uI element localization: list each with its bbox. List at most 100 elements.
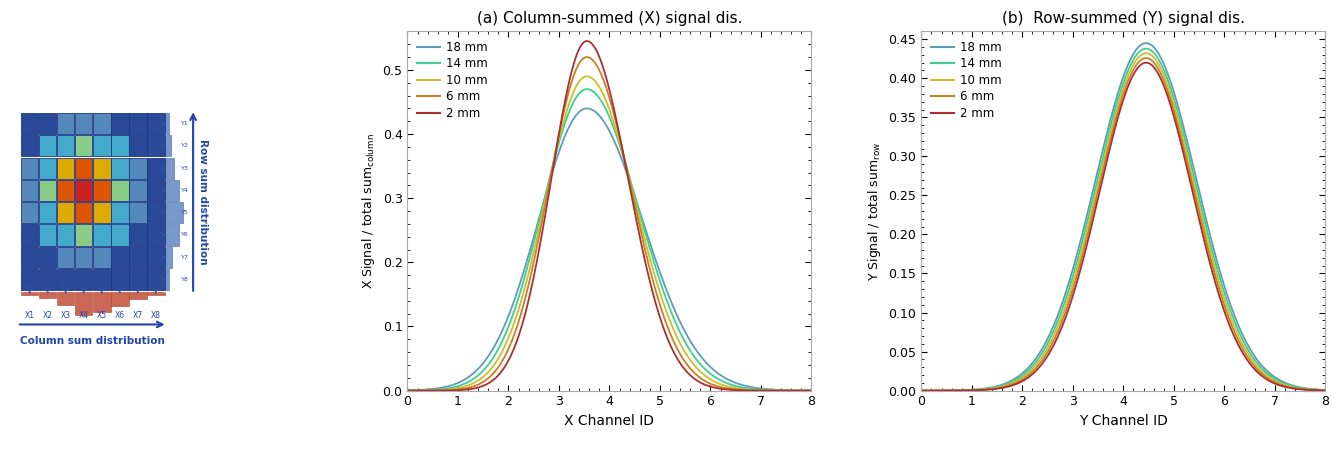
Bar	[148, 158, 165, 179]
Bar	[57, 247, 75, 268]
Title: (a) Column-summed (X) signal dis.: (a) Column-summed (X) signal dis.	[477, 11, 742, 26]
Bar	[93, 269, 111, 290]
Bar	[76, 269, 92, 290]
Bar	[39, 135, 56, 156]
Bar	[39, 292, 56, 298]
Bar	[76, 202, 92, 223]
Bar	[148, 135, 165, 156]
Bar	[93, 158, 111, 179]
Text: Y6: Y6	[181, 233, 189, 238]
Bar	[76, 135, 92, 156]
Bar	[57, 202, 75, 223]
Bar	[21, 135, 39, 156]
Text: Y7: Y7	[181, 255, 189, 260]
Bar	[76, 158, 92, 179]
Bar	[39, 113, 56, 134]
Bar	[112, 269, 129, 290]
Bar	[39, 180, 56, 201]
Bar	[166, 247, 172, 268]
Bar	[39, 247, 56, 268]
Bar	[57, 135, 75, 156]
Bar	[112, 247, 129, 268]
Bar	[76, 292, 92, 316]
Text: Y5: Y5	[181, 210, 189, 215]
Title: (b)  Row-summed (Y) signal dis.: (b) Row-summed (Y) signal dis.	[1002, 11, 1245, 26]
Bar	[129, 113, 147, 134]
Bar	[166, 113, 169, 134]
Bar	[129, 180, 147, 201]
Bar	[76, 113, 92, 134]
Bar	[39, 224, 56, 246]
Bar	[129, 247, 147, 268]
Bar	[21, 202, 39, 223]
Bar	[148, 247, 165, 268]
X-axis label: X Channel ID: X Channel ID	[565, 414, 654, 428]
Text: X8: X8	[151, 311, 161, 320]
Bar	[129, 269, 147, 290]
Bar	[148, 224, 165, 246]
Bar	[166, 135, 170, 156]
Bar	[57, 269, 75, 290]
Bar	[148, 269, 165, 290]
Bar	[129, 224, 147, 246]
Bar	[39, 269, 56, 290]
Bar	[148, 292, 165, 295]
Bar	[21, 292, 39, 295]
Bar	[129, 202, 147, 223]
Legend: 18 mm, 14 mm, 10 mm, 6 mm, 2 mm: 18 mm, 14 mm, 10 mm, 6 mm, 2 mm	[927, 37, 1006, 123]
Bar	[21, 247, 39, 268]
Bar	[93, 113, 111, 134]
Bar	[93, 224, 111, 246]
Text: Y1: Y1	[181, 121, 189, 126]
Text: X2: X2	[43, 311, 53, 320]
Text: X3: X3	[61, 311, 71, 320]
Text: X4: X4	[79, 311, 89, 320]
Bar	[166, 180, 178, 201]
Bar	[112, 224, 129, 246]
Text: X5: X5	[97, 311, 107, 320]
Bar	[148, 113, 165, 134]
Text: Y8: Y8	[181, 277, 189, 282]
Bar	[129, 292, 147, 299]
Bar	[93, 135, 111, 156]
Bar	[166, 269, 169, 290]
Bar	[129, 158, 147, 179]
Text: Row sum distribution: Row sum distribution	[198, 139, 208, 264]
Text: X7: X7	[133, 311, 143, 320]
Bar	[93, 292, 111, 312]
Bar	[21, 269, 39, 290]
Bar	[112, 202, 129, 223]
Bar	[76, 180, 92, 201]
Text: X1: X1	[25, 311, 35, 320]
Bar	[166, 224, 180, 246]
Bar	[148, 180, 165, 201]
Bar	[21, 224, 39, 246]
Bar	[112, 113, 129, 134]
Bar	[57, 113, 75, 134]
Y-axis label: X Signal / total sum$_\mathregular{column}$: X Signal / total sum$_\mathregular{colum…	[360, 133, 377, 289]
Text: Column sum distribution: Column sum distribution	[20, 336, 165, 346]
Bar	[39, 158, 56, 179]
Bar	[21, 158, 39, 179]
Bar	[148, 202, 165, 223]
Bar	[39, 202, 56, 223]
Bar	[57, 158, 75, 179]
Bar	[166, 202, 182, 223]
Text: Y3: Y3	[181, 166, 189, 171]
Bar	[21, 180, 39, 201]
Bar	[166, 158, 174, 179]
Bar	[57, 224, 75, 246]
Bar	[76, 224, 92, 246]
Bar	[112, 158, 129, 179]
Bar	[112, 292, 129, 306]
X-axis label: Y Channel ID: Y Channel ID	[1079, 414, 1168, 428]
Y-axis label: Y Signal / total sum$_\mathregular{row}$: Y Signal / total sum$_\mathregular{row}$	[866, 141, 883, 281]
Bar	[21, 113, 39, 134]
Bar	[93, 180, 111, 201]
Bar	[112, 180, 129, 201]
Bar	[93, 247, 111, 268]
Text: Y2: Y2	[181, 143, 189, 148]
Bar	[76, 247, 92, 268]
Bar	[93, 202, 111, 223]
Bar	[112, 135, 129, 156]
